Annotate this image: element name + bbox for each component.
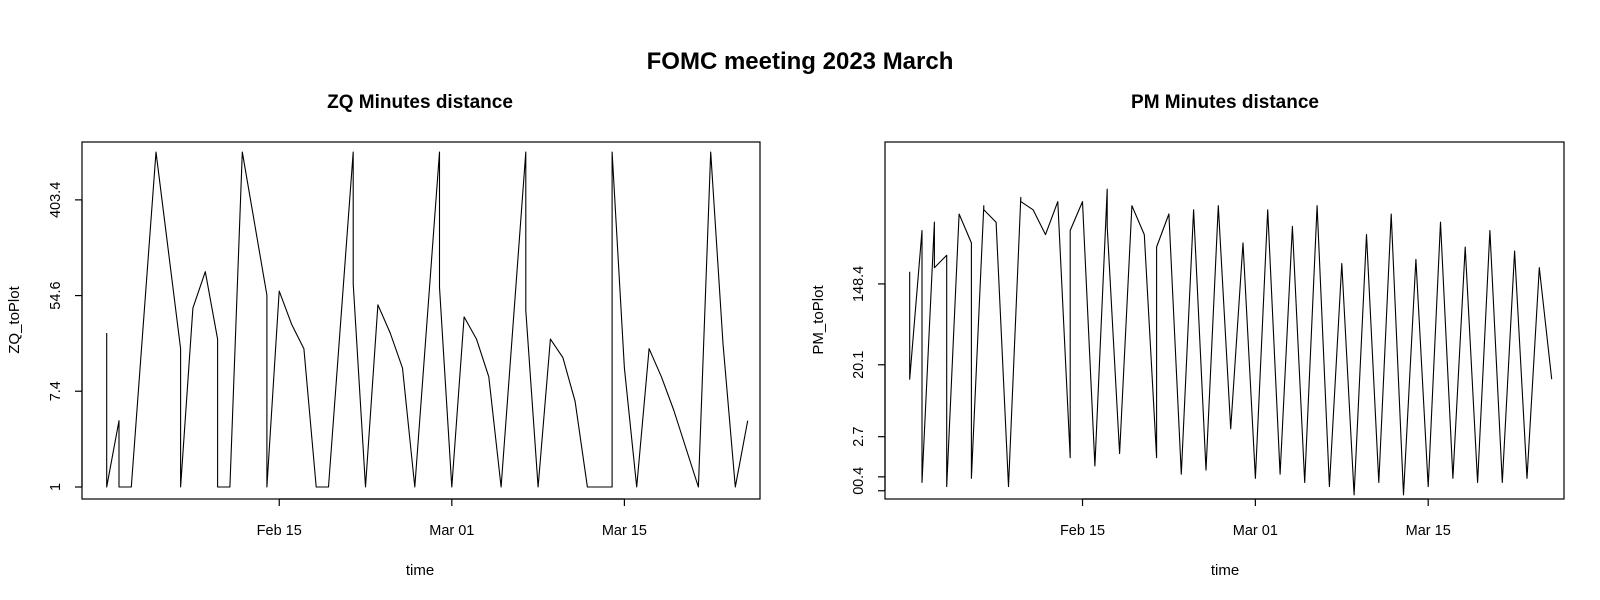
series-line-pm: [909, 188, 1553, 496]
x-tick-label: Mar 15: [1406, 523, 1451, 539]
y-tick-label: 7.4: [48, 381, 64, 401]
x-axis-title: time: [1211, 562, 1239, 579]
series-line-zq: [106, 151, 749, 488]
panel-title: PM Minutes distance: [1131, 92, 1319, 113]
x-tick-label: Mar 01: [429, 523, 474, 539]
x-tick-label: Mar 01: [1233, 523, 1278, 539]
x-tick-label: Mar 15: [602, 523, 647, 539]
x-tick-label: Feb 15: [257, 523, 302, 539]
y-axis-title: ZQ_toPlot: [6, 285, 23, 353]
y-tick-label: 148.4: [851, 266, 867, 302]
y-tick-label: 403.4: [48, 182, 64, 218]
y-tick-label: 54.6: [48, 281, 64, 309]
figure-title: FOMC meeting 2023 March: [647, 48, 954, 75]
y-tick-label: 0.4: [851, 467, 867, 487]
y-tick-label: 0: [851, 487, 867, 495]
y-tick-label: 20.1: [851, 351, 867, 379]
y-axis-title: PM_toPlot: [810, 285, 827, 355]
y-axis: 1 7.4 54.6 403.4: [48, 182, 83, 491]
y-tick-label: 1: [48, 483, 64, 491]
x-tick-label: Feb 15: [1060, 523, 1105, 539]
x-axis: Feb 15 Mar 01 Mar 15: [257, 498, 647, 539]
panel-pm: PM Minutes distance Feb 15 Mar 01 Mar 15 0…: [810, 92, 1565, 579]
x-axis: Feb 15 Mar 01 Mar 15: [1060, 498, 1451, 539]
panel-zq: ZQ Minutes distance Feb 15 Mar 01 Mar 15 1…: [6, 92, 761, 579]
x-axis-title: time: [406, 562, 434, 579]
panel-title: ZQ Minutes distance: [327, 92, 513, 113]
y-axis: 00.4 2.7 20.1 148.4: [851, 266, 886, 495]
y-tick-label: 2.7: [851, 427, 867, 447]
